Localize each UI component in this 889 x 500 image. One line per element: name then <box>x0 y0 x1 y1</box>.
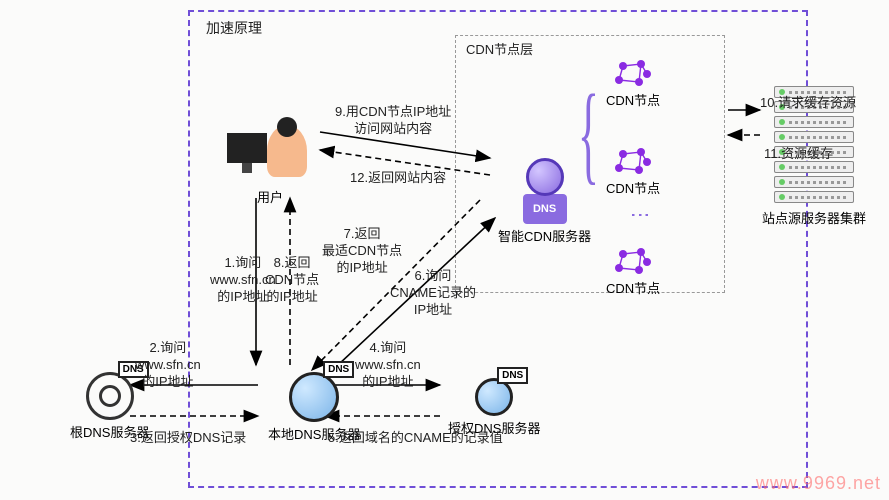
dns-tag: DNS <box>323 361 354 378</box>
edge-label-12: 12.返回网站内容 <box>350 170 446 187</box>
auth-dns-node: DNS 授权DNS服务器 <box>448 378 540 437</box>
edge-label-5: 5.返回域名的CNAME的记录值 <box>328 430 503 447</box>
network-icon <box>615 248 651 276</box>
cdn-node-label: CDN节点 <box>606 90 660 109</box>
user-node: 用户 <box>225 115 315 206</box>
globe-icon: DNS <box>289 372 339 422</box>
network-icon <box>615 148 651 176</box>
globe-icon: DNS <box>475 378 513 416</box>
cdn-node-label: CDN节点 <box>606 278 660 297</box>
cdn-dns-label: 智能CDN服务器 <box>498 226 591 245</box>
dns-tag: DNS <box>523 194 567 224</box>
diagram-canvas: { "meta": { "title": "加速原理", "watermark"… <box>0 0 889 500</box>
globe-icon <box>526 158 564 196</box>
server-row <box>774 116 854 128</box>
edge-label-10: 10.请求缓存资源 <box>760 95 856 112</box>
edge-label-3: 3.返回授权DNS记录 <box>130 430 246 447</box>
diagram-title: 加速原理 <box>206 18 262 38</box>
edge-label-9: 9.用CDN节点IP地址 访问网站内容 <box>335 104 451 138</box>
brace-icon: { <box>578 95 599 172</box>
server-row <box>774 176 854 188</box>
server-row <box>774 131 854 143</box>
cdn-node-label: CDN节点 <box>606 178 660 197</box>
origin-label: 站点源服务器集群 <box>762 208 866 227</box>
edge-label-11: 11.资源缓存 <box>764 146 833 163</box>
user-icon <box>225 115 315 185</box>
edge-label-8: 8.返回 CDN节点 的IP地址 <box>265 255 319 306</box>
edge-label-4: 4.询问 www.sfn.cn 的IP地址 <box>355 340 421 391</box>
watermark: www.9969.net <box>756 473 881 494</box>
edge-label-2: 2.询问 www.sfn.cn 的IP地址 <box>135 340 201 391</box>
cdn-node-1: CDN节点 <box>606 60 660 109</box>
dns-tag: DNS <box>497 367 528 384</box>
cdn-layer-title: CDN节点层 <box>466 42 533 59</box>
edge-label-7: 7.返回 最适CDN节点 的IP地址 <box>322 226 402 277</box>
user-label: 用户 <box>257 187 283 206</box>
network-icon <box>615 60 651 88</box>
server-row <box>774 191 854 203</box>
cdn-node-2: CDN节点 <box>606 148 660 197</box>
edge-label-6: 6.询问 CNAME记录的 IP地址 <box>390 268 476 319</box>
cdn-node-3: CDN节点 <box>606 248 660 297</box>
gear-icon: DNS <box>86 372 134 420</box>
dots-icon: ⋮ <box>628 205 652 223</box>
